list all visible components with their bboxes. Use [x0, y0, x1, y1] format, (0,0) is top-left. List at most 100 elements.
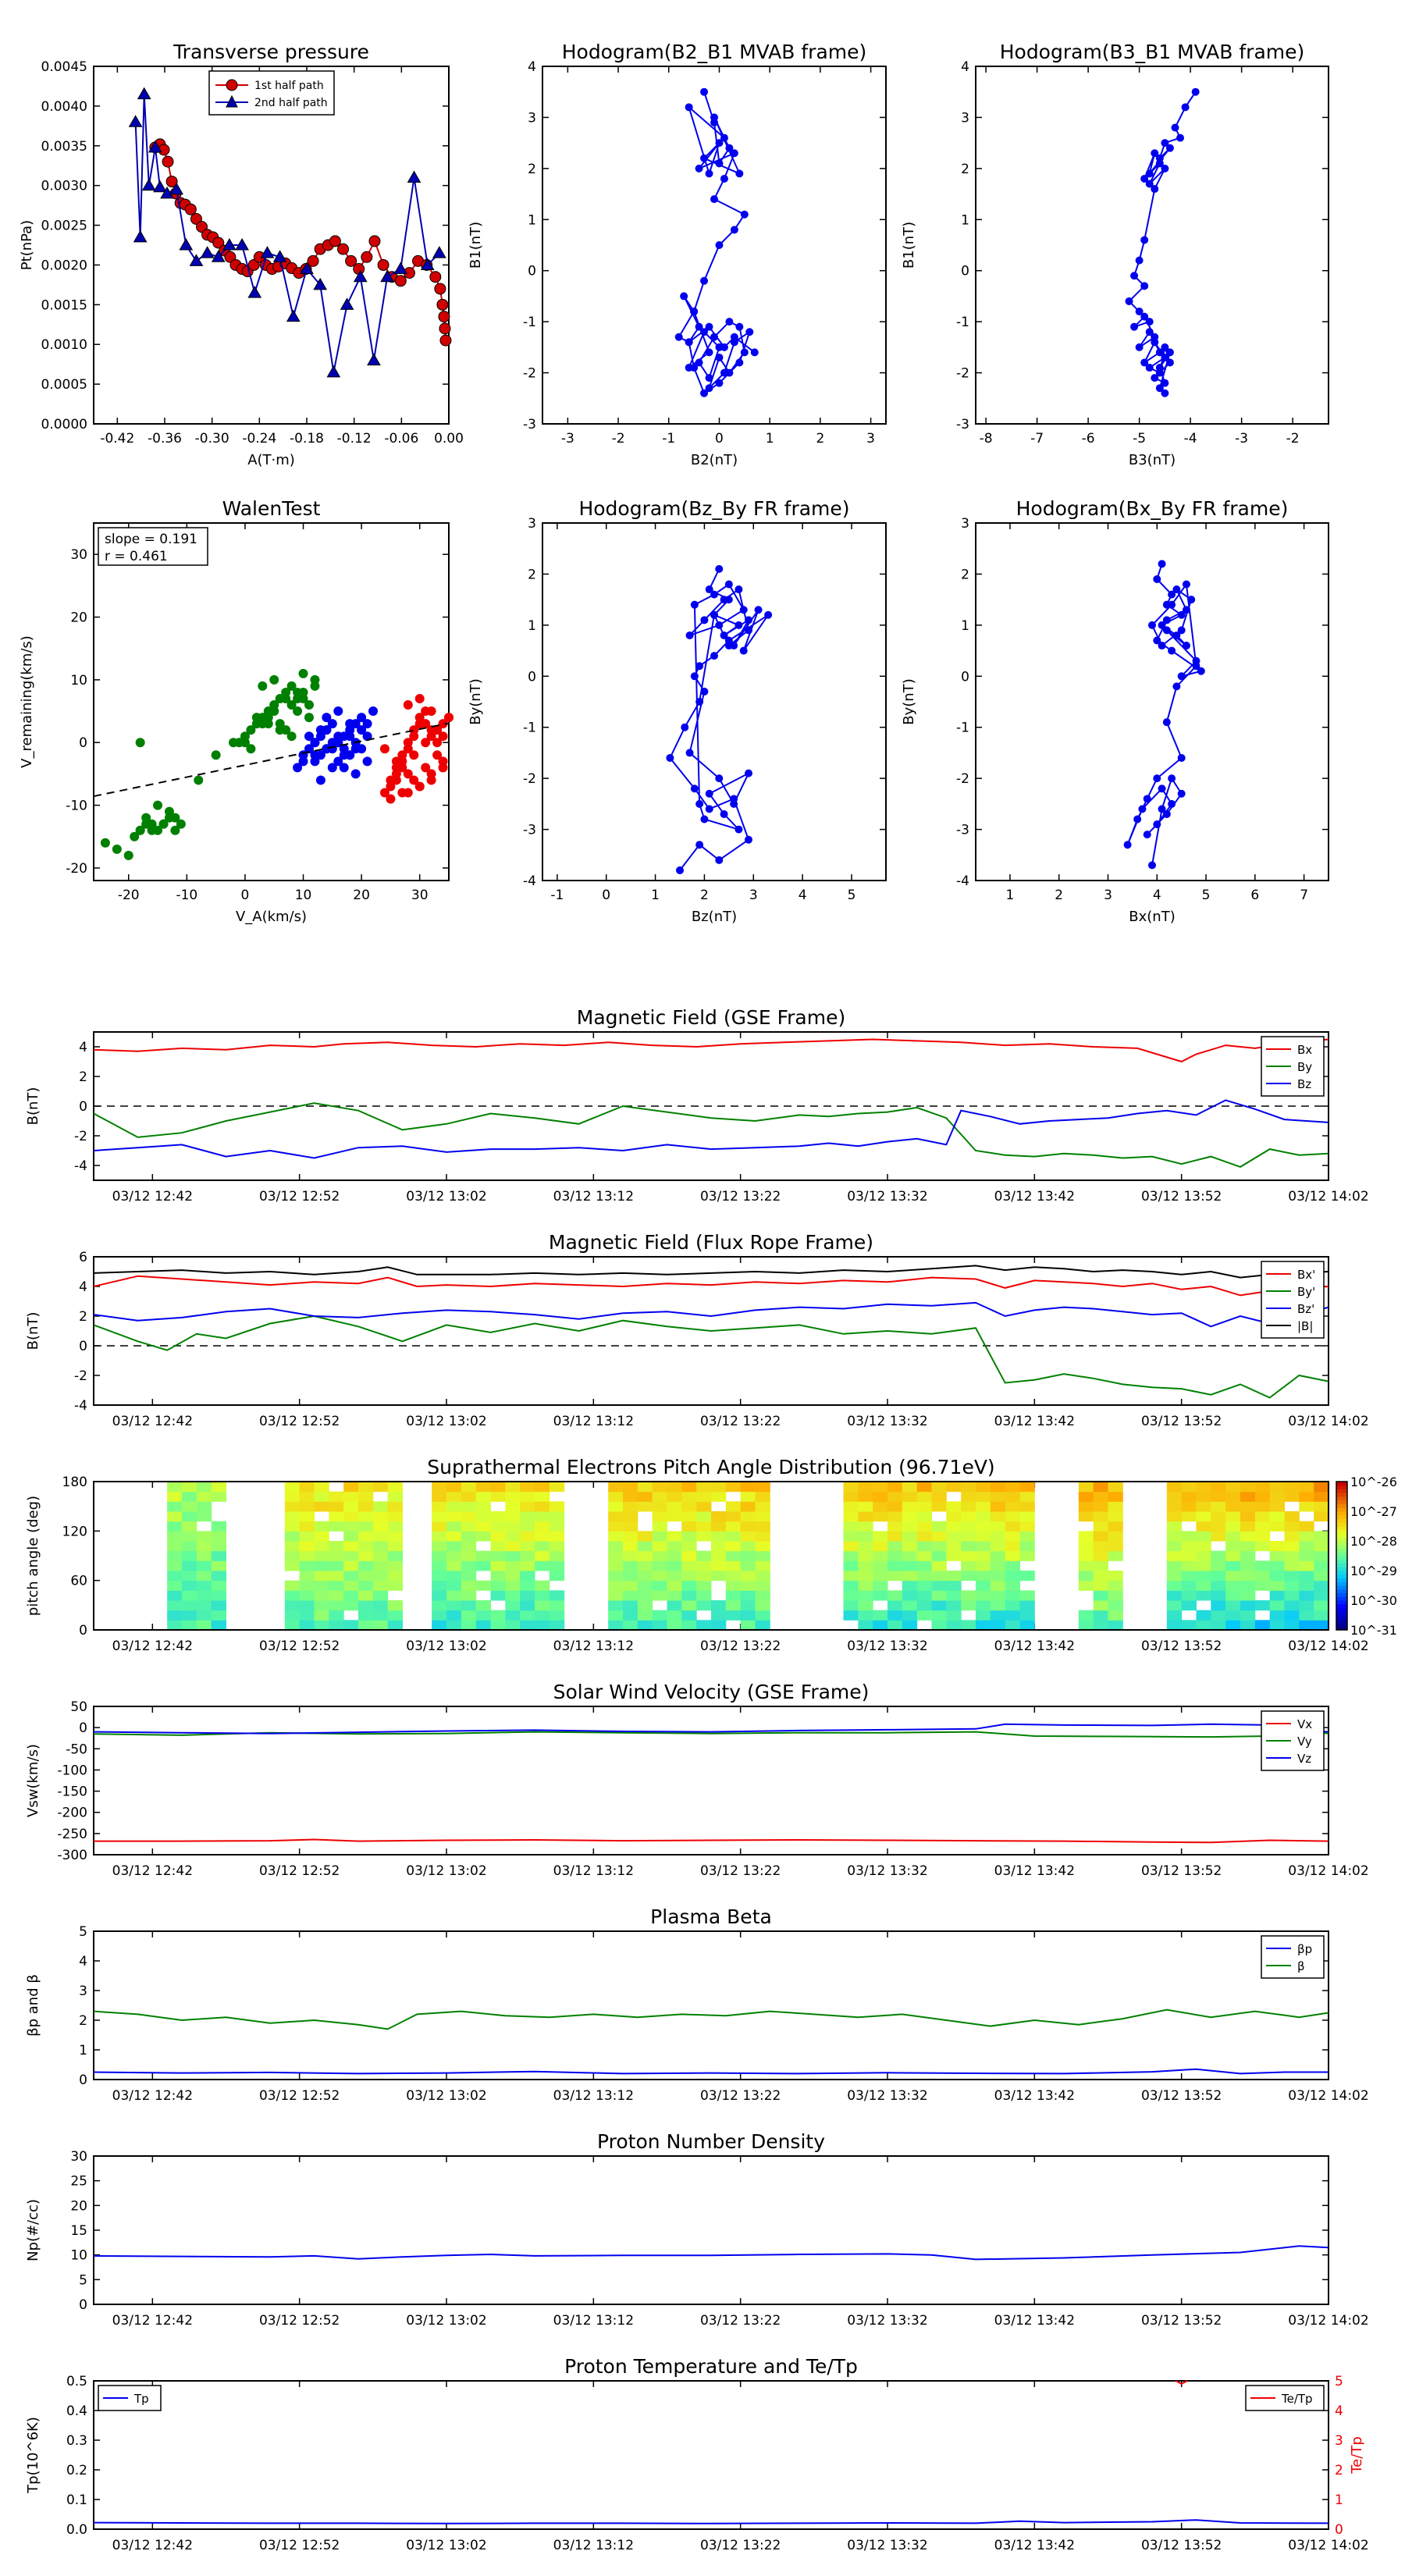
data-point: [700, 328, 709, 336]
heatmap-cell: [608, 1511, 624, 1522]
heatmap-cell: [725, 1541, 742, 1552]
heatmap-cell: [520, 1531, 535, 1542]
data-point: [745, 626, 752, 635]
heatmap-cell: [446, 1501, 462, 1512]
data-point: [247, 286, 262, 298]
data-point: [1130, 272, 1139, 280]
heatmap-cell: [520, 1600, 535, 1611]
heatmap-cell: [858, 1610, 873, 1621]
x-tick-label: 0.00: [434, 431, 464, 447]
heatmap-cell: [358, 1511, 374, 1522]
heatmap-cell: [461, 1610, 477, 1621]
heatmap-cell: [535, 1491, 550, 1502]
data-point: [1151, 185, 1159, 194]
data-point: [329, 235, 341, 247]
heatmap-cell: [961, 1571, 976, 1582]
heatmap-cell: [314, 1521, 329, 1532]
data-point: [407, 170, 422, 183]
heatmap-cell: [843, 1482, 859, 1493]
heatmap-cell: [858, 1521, 873, 1532]
colorbar-segment: [1336, 1567, 1347, 1571]
data-point: [685, 749, 694, 757]
heatmap-cell: [520, 1482, 535, 1493]
heatmap-cell: [1314, 1550, 1329, 1561]
heatmap-cell: [976, 1531, 991, 1542]
heatmap-cell: [358, 1620, 374, 1631]
legend-label: 2nd half path: [254, 97, 328, 109]
heatmap-cell: [372, 1571, 389, 1582]
heatmap-cell: [432, 1600, 447, 1611]
data-point: [724, 642, 733, 650]
data-point: [715, 564, 724, 573]
x-tick-label: 03/12 12:52: [259, 1863, 340, 1879]
x-tick-label: 03/12 13:52: [1141, 1414, 1222, 1429]
data-point: [222, 237, 237, 251]
heatmap-cell: [505, 1550, 521, 1561]
heatmap-cell: [946, 1531, 962, 1542]
data-point: [211, 750, 221, 760]
x-tick-label: 03/12 12:52: [259, 1189, 340, 1204]
x-tick-label: 03/12 13:52: [1141, 2313, 1222, 2329]
heatmap-cell: [182, 1600, 197, 1611]
heatmap-cell: [637, 1491, 653, 1502]
series-line: [93, 1301, 1329, 1328]
data-point: [269, 706, 279, 717]
data-point: [739, 606, 748, 614]
data-point: [695, 322, 703, 331]
legend-label: Te/Tp: [1281, 2392, 1313, 2406]
heatmap-cell: [711, 1620, 727, 1631]
heatmap-cell: [696, 1482, 712, 1493]
data-point: [439, 322, 451, 335]
x-tick-label: 1: [766, 431, 774, 447]
data-point: [386, 794, 396, 804]
y-tick-label: 2: [79, 2013, 87, 2029]
heatmap-cell: [1181, 1541, 1197, 1552]
data-point: [1151, 338, 1159, 347]
data-point: [1161, 164, 1169, 173]
heatmap-cell: [1019, 1482, 1035, 1493]
heatmap-cell: [1093, 1610, 1108, 1621]
colorbar-segment: [1336, 1552, 1347, 1557]
heatmap-cell: [1225, 1571, 1241, 1582]
data-point: [1172, 631, 1181, 639]
x-tick-label: 03/12 13:22: [700, 1414, 781, 1429]
heatmap-cell: [1196, 1521, 1211, 1532]
colorbar-segment: [1336, 1559, 1347, 1564]
heatmap-cell: [284, 1560, 301, 1571]
colorbar-segment: [1336, 1615, 1347, 1620]
heatmap-cell: [946, 1511, 962, 1522]
heatmap-cell: [873, 1610, 888, 1621]
x-tick-label: -6: [1082, 431, 1095, 447]
heatmap-cell: [667, 1620, 682, 1631]
heatmap-cell: [946, 1590, 962, 1601]
data-point: [414, 693, 425, 703]
heatmap-cell: [446, 1491, 462, 1502]
heatmap-cell: [461, 1590, 477, 1601]
data-point: [745, 835, 752, 844]
heatmap-cell: [1019, 1550, 1035, 1561]
data-point: [414, 719, 425, 729]
y-tick-label: 6: [79, 1250, 87, 1265]
y-tick-label: 4: [79, 1954, 87, 1969]
colorbar-tick-label: 10^-27: [1350, 1504, 1397, 1519]
heatmap-cell: [1181, 1550, 1197, 1561]
y-tick-label: -2: [523, 771, 536, 787]
heatmap-cell: [608, 1610, 624, 1621]
annotation-r: r = 0.461: [105, 549, 168, 564]
x-tick-label: 03/12 13:42: [994, 1414, 1075, 1429]
data-point: [224, 251, 237, 263]
data-point: [258, 681, 268, 691]
heatmap-cell: [725, 1590, 742, 1601]
heatmap-cell: [976, 1610, 991, 1621]
colorbar-segment: [1336, 1626, 1347, 1631]
data-point: [391, 756, 401, 767]
heatmap-cell: [505, 1491, 521, 1502]
x-axis-label: B3(nT): [1129, 452, 1176, 468]
data-point: [666, 753, 674, 762]
heatmap-cell: [652, 1482, 667, 1493]
x-tick-label: -1: [662, 431, 675, 447]
heatmap-cell: [299, 1571, 315, 1582]
heatmap-cell: [696, 1620, 712, 1631]
data-point: [194, 775, 204, 785]
heatmap-cell: [1269, 1482, 1285, 1493]
